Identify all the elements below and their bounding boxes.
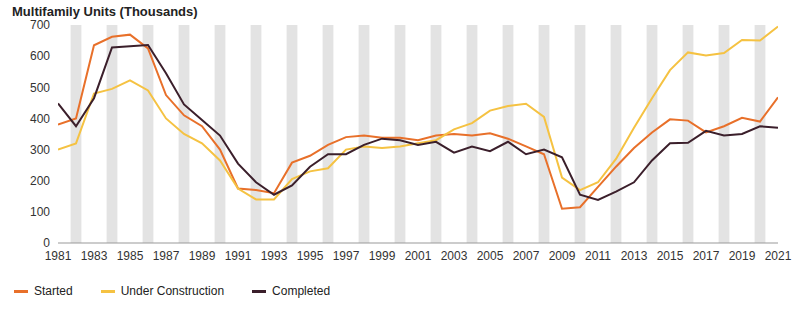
svg-text:1999: 1999 [369, 249, 396, 263]
svg-text:1993: 1993 [261, 249, 288, 263]
svg-text:2017: 2017 [693, 249, 720, 263]
svg-text:1989: 1989 [189, 249, 216, 263]
svg-text:700: 700 [30, 18, 50, 32]
svg-text:1995: 1995 [297, 249, 324, 263]
svg-text:1997: 1997 [333, 249, 360, 263]
svg-text:2003: 2003 [441, 249, 468, 263]
svg-text:2015: 2015 [657, 249, 684, 263]
svg-text:500: 500 [30, 81, 50, 95]
svg-text:2011: 2011 [585, 249, 611, 263]
html-text:Under Construction: Under Construction [120, 284, 225, 298]
svg-text:2005: 2005 [477, 249, 504, 263]
svg-text:1987: 1987 [153, 249, 180, 263]
svg-text:1991: 1991 [225, 249, 252, 263]
svg-text:1985: 1985 [117, 249, 144, 263]
svg-text:2013: 2013 [621, 249, 648, 263]
svg-text:200: 200 [30, 174, 50, 188]
svg-text:2007: 2007 [513, 249, 540, 263]
svg-text:400: 400 [30, 112, 50, 126]
svg-text:100: 100 [30, 205, 50, 219]
svg-text:2019: 2019 [729, 249, 756, 263]
svg-text:1983: 1983 [81, 249, 108, 263]
html-text:Multifamily Units (Thousands): Multifamily Units (Thousands) [12, 4, 198, 19]
html-text:Completed: Completed [272, 284, 331, 298]
svg-text:300: 300 [30, 143, 50, 157]
html-text:Started: Started [34, 284, 73, 298]
svg-text:2001: 2001 [405, 249, 432, 263]
svg-text:2009: 2009 [549, 249, 576, 263]
svg-text:0: 0 [43, 236, 50, 250]
svg-text:1981: 1981 [45, 249, 72, 263]
svg-text:2021: 2021 [765, 249, 792, 263]
svg-text:600: 600 [30, 49, 50, 63]
